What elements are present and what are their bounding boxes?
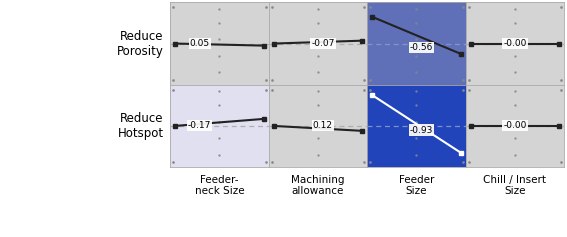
Text: -0.07: -0.07 [311,39,335,48]
Text: 0.12: 0.12 [313,121,333,130]
Text: Reduce
Hotspot: Reduce Hotspot [117,112,163,140]
Text: Machining
allowance: Machining allowance [291,175,345,196]
Text: -0.17: -0.17 [188,121,211,130]
Text: 0.05: 0.05 [189,39,210,48]
Text: -0.93: -0.93 [409,126,433,135]
Text: Feeder
Size: Feeder Size [399,175,434,196]
Text: Reduce
Porosity: Reduce Porosity [117,30,163,58]
Text: -0.00: -0.00 [503,121,527,130]
Text: Feeder-
neck Size: Feeder- neck Size [194,175,244,196]
Text: Chill / Insert
Size: Chill / Insert Size [484,175,547,196]
Text: -0.56: -0.56 [409,43,433,52]
Text: -0.00: -0.00 [503,39,527,48]
